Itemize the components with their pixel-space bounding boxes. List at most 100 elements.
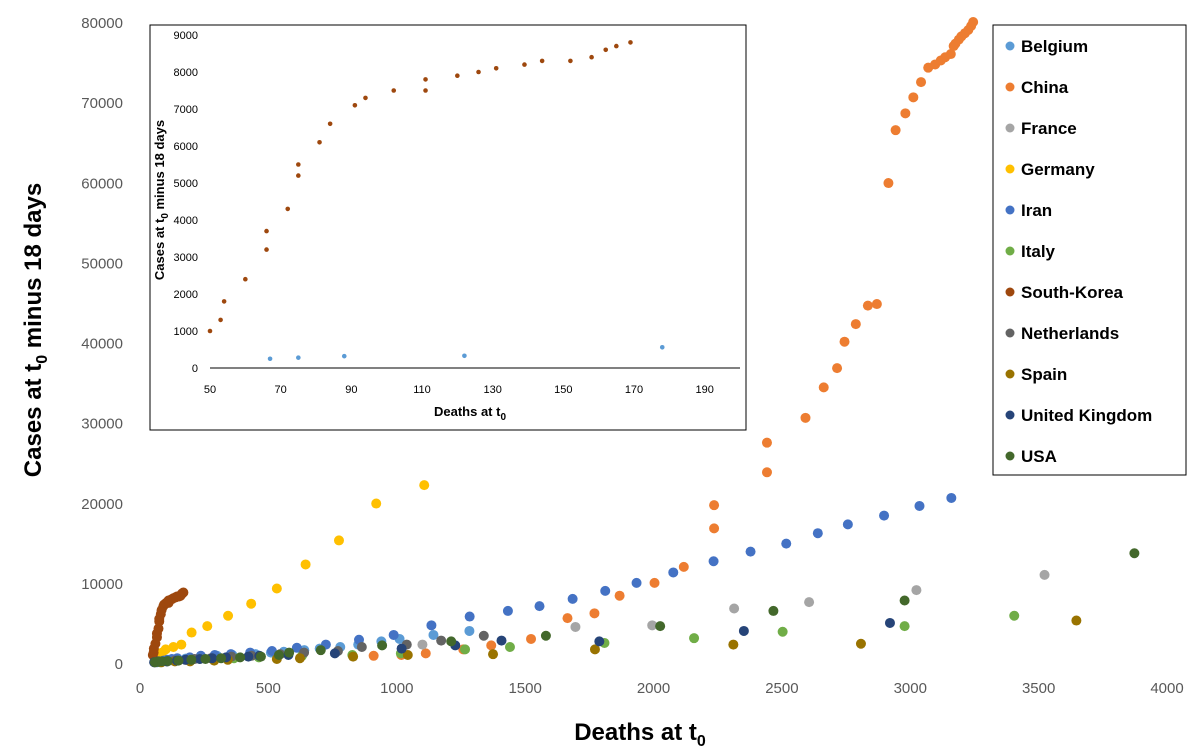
data-point	[202, 621, 213, 632]
main-x-tick-label: 3500	[1022, 680, 1055, 697]
inset-data-point	[264, 247, 269, 252]
inset-data-point	[423, 77, 428, 82]
main-y-tick-label: 70000	[81, 95, 123, 112]
data-point	[908, 92, 919, 103]
data-point	[160, 644, 171, 655]
data-point	[728, 639, 739, 650]
data-point	[709, 523, 720, 534]
inset-data-point	[659, 344, 665, 350]
main-x-tick-label: 500	[256, 680, 281, 697]
data-point	[488, 649, 499, 660]
legend-frame	[992, 24, 1187, 476]
data-point	[368, 650, 379, 661]
data-point	[589, 608, 600, 619]
data-point	[708, 556, 719, 567]
data-point	[709, 500, 720, 511]
legend-label-italy: Italy	[1021, 242, 1056, 261]
data-point	[284, 647, 295, 658]
data-point	[186, 627, 197, 638]
data-point	[879, 510, 890, 521]
main-x-axis-title: Deaths at t0	[574, 719, 706, 747]
inset-data-point	[455, 73, 460, 78]
data-point	[614, 590, 625, 601]
inset-data-point	[391, 88, 397, 93]
main-data-points	[147, 17, 1140, 668]
main-y-tick-label: 30000	[81, 416, 123, 433]
inset-data-point	[568, 58, 573, 64]
data-point	[526, 633, 537, 644]
legend-marker-belgium	[1005, 41, 1015, 51]
data-point	[567, 593, 578, 604]
data-point	[647, 620, 658, 631]
data-point	[176, 639, 187, 650]
data-point	[1009, 610, 1020, 621]
data-point	[273, 649, 284, 660]
data-point	[417, 639, 428, 650]
inset-x-tick-label: 70	[275, 384, 287, 396]
inset-data-point	[539, 58, 545, 64]
data-point	[1129, 548, 1140, 559]
data-point	[419, 480, 430, 491]
legend-marker-spain	[1005, 369, 1015, 379]
legend-marker-iran	[1005, 205, 1015, 215]
inset-y-tick-labels: 0 1000 2000 3000 4000 5000 6000 7000 8000 9000	[174, 30, 198, 375]
inset-y-tick-label: 4000	[174, 215, 198, 227]
inset-data-point	[423, 88, 428, 93]
data-point	[562, 613, 573, 624]
legend-label-usa: USA	[1021, 447, 1057, 466]
inset-series-south-korea	[207, 40, 633, 334]
data-point	[428, 629, 439, 640]
data-point	[777, 626, 788, 637]
data-point	[800, 412, 811, 423]
main-x-tick-label: 2000	[637, 680, 670, 697]
data-point	[162, 655, 173, 666]
data-point	[832, 363, 843, 374]
data-point	[333, 535, 344, 546]
inset-data-point	[243, 276, 248, 282]
inset-data-point	[221, 299, 227, 304]
inset-data-points	[207, 40, 665, 362]
inset-data-point	[628, 40, 633, 45]
main-x-tick-label: 0	[136, 680, 144, 697]
data-point	[246, 598, 257, 609]
legend-marker-france	[1005, 123, 1015, 133]
inset-x-tick-label: 130	[483, 384, 501, 396]
data-point	[839, 336, 850, 347]
legend-label-china: China	[1021, 78, 1069, 97]
data-point	[235, 652, 246, 663]
inset-data-point	[522, 62, 527, 67]
main-x-tick-label: 2500	[765, 680, 798, 697]
data-point	[315, 645, 326, 656]
main-y-tick-label: 0	[115, 656, 123, 673]
data-point	[420, 648, 431, 659]
data-point	[460, 644, 471, 655]
legend-label-iran: Iran	[1021, 201, 1052, 220]
data-point	[884, 617, 895, 628]
data-point	[356, 641, 367, 652]
data-point	[761, 467, 772, 478]
main-x-tick-labels: 0 500 1000 1500 2000 2500 3000 3500 4000	[136, 680, 1184, 697]
inset-data-point	[341, 353, 347, 359]
data-point	[842, 519, 853, 530]
inset-data-point	[218, 317, 223, 323]
data-point	[446, 636, 457, 647]
data-point	[589, 644, 600, 655]
inset-data-point	[363, 95, 368, 101]
main-x-tick-label: 1000	[380, 680, 413, 697]
inset-data-point	[476, 69, 481, 75]
inset-data-point	[267, 356, 273, 362]
legend-marker-netherlands	[1005, 328, 1015, 338]
series-usa	[149, 548, 1140, 668]
main-x-tick-label: 3000	[894, 680, 927, 697]
data-point	[850, 319, 861, 330]
inset-x-tick-label: 110	[413, 384, 431, 396]
data-point	[1071, 615, 1082, 626]
data-point	[781, 538, 792, 549]
inset-y-axis-title: Cases at t0 minus 18 days	[152, 120, 171, 280]
inset-x-tick-labels: 50 70 90 110 130 150 170 190	[204, 384, 714, 396]
main-y-tick-label: 80000	[81, 15, 123, 32]
data-point	[377, 640, 388, 651]
data-point	[436, 635, 447, 646]
inset-data-point	[589, 54, 594, 60]
